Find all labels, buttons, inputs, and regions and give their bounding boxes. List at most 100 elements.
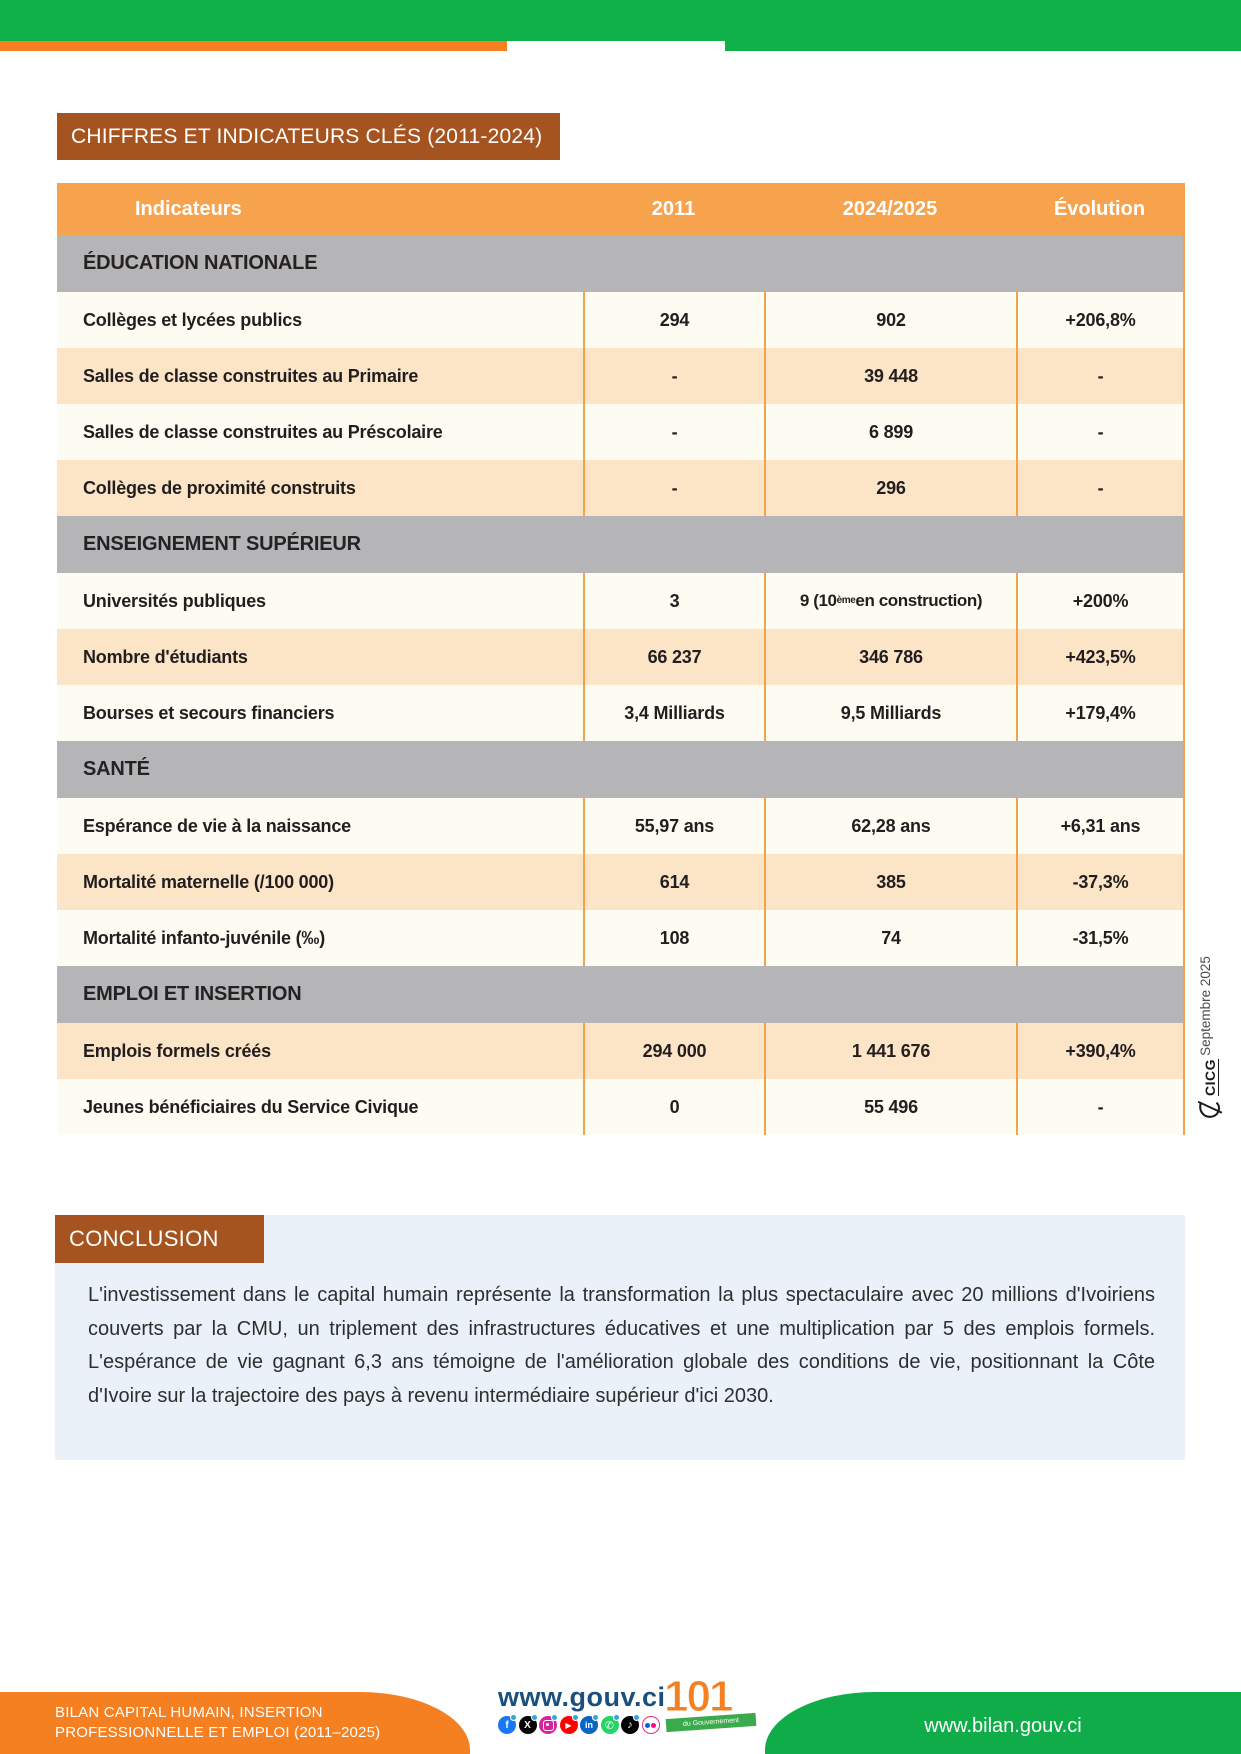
value-2011: 3 <box>583 573 764 629</box>
table-row: Collèges de proximité construits - 296 - <box>57 460 1183 516</box>
indicator-label: Bourses et secours financiers <box>83 702 335 723</box>
table-row: Jeunes bénéficiaires du Service Civique … <box>57 1079 1183 1135</box>
value-2024: 55 496 <box>764 1079 1016 1135</box>
footer-report-title: BILAN CAPITAL HUMAIN, INSERTION PROFESSI… <box>55 1703 380 1743</box>
cicg-elephant-icon <box>1197 1100 1223 1118</box>
indicator-label: Salles de classe construites au Préscola… <box>83 421 443 442</box>
section-row-enseignement-superieur: ENSEIGNEMENT SUPÉRIEUR <box>57 516 1183 573</box>
value-2011: 294 000 <box>583 1023 764 1079</box>
whatsapp-icon[interactable]: ✆ <box>600 1714 620 1734</box>
instagram-icon[interactable] <box>539 1714 558 1734</box>
section-row-sante: SANTÉ <box>57 741 1183 798</box>
value-2024-prefix: 9 (10 <box>799 591 837 610</box>
social-icons-row: f X ▶ in ✆ ♪ <box>498 1714 660 1734</box>
top-band-white-gap <box>507 41 725 51</box>
value-2024: 296 <box>764 460 1016 516</box>
table-row: Bourses et secours financiers 3,4 Millia… <box>57 685 1183 741</box>
table-row: Mortalité infanto-juvénile (‰) 108 74 -3… <box>57 910 1183 966</box>
table-row: Emplois formels créés 294 000 1 441 676 … <box>57 1023 1183 1079</box>
value-2024: 62,28 ans <box>764 798 1016 854</box>
indicator-label: Emplois formels créés <box>83 1040 271 1061</box>
conclusion-text: L'investissement dans le capital humain … <box>88 1284 1155 1407</box>
value-2011: 66 237 <box>583 629 764 685</box>
value-2024: 39 448 <box>764 348 1016 404</box>
value-2011: - <box>583 404 764 460</box>
edition-date: Septembre 2025 <box>1198 956 1213 1056</box>
value-2024: 346 786 <box>764 629 1016 685</box>
value-evolution: - <box>1016 404 1183 460</box>
col-header-indicateurs: Indicateurs <box>135 197 242 220</box>
bilan-gouv-ci-link[interactable]: www.bilan.gouv.ci <box>924 1714 1082 1737</box>
value-evolution: -37,3% <box>1016 854 1183 910</box>
value-evolution: -31,5% <box>1016 910 1183 966</box>
value-2011: - <box>583 348 764 404</box>
footer-report-title-shape: BILAN CAPITAL HUMAIN, INSERTION PROFESSI… <box>0 1692 470 1754</box>
value-2011: 0 <box>583 1079 764 1135</box>
conclusion-title: CONCLUSION <box>55 1215 264 1263</box>
indicator-label: Jeunes bénéficiaires du Service Civique <box>83 1096 419 1117</box>
indicator-label: Mortalité maternelle (/100 000) <box>83 871 334 892</box>
cicg-logo: CICG <box>1193 1059 1227 1121</box>
footer-report-title-line1: BILAN CAPITAL HUMAIN, INSERTION <box>55 1704 323 1721</box>
youtube-glyph: ▶ <box>565 1720 572 1730</box>
value-2024: 74 <box>764 910 1016 966</box>
footer-report-title-line2: PROFESSIONNELLE ET EMPLOI (2011–2025) <box>55 1724 381 1741</box>
section-row-education: ÉDUCATION NATIONALE <box>57 235 1183 292</box>
value-2024-suffix: en construction) <box>855 591 983 610</box>
value-2024: 9 (10 ème en construction) <box>764 573 1016 629</box>
value-2011: - <box>583 460 764 516</box>
logo-101: 101 <box>663 1672 733 1722</box>
value-2011: 614 <box>583 854 764 910</box>
instagram-glyph <box>542 1719 554 1731</box>
tiktok-glyph: ♪ <box>627 1719 633 1731</box>
value-evolution: +206,8% <box>1016 292 1183 348</box>
indicator-label: Espérance de vie à la naissance <box>83 815 351 836</box>
value-2024: 1 441 676 <box>764 1023 1016 1079</box>
col-header-2024-2025: 2024/2025 <box>842 197 938 220</box>
value-2011: 294 <box>583 292 764 348</box>
linkedin-icon[interactable]: in <box>580 1714 599 1734</box>
facebook-icon[interactable]: f <box>498 1714 517 1734</box>
col-header-evolution: Évolution <box>1053 197 1146 220</box>
table-row: Salles de classe construites au Préscola… <box>57 404 1183 460</box>
value-2011: 108 <box>583 910 764 966</box>
indicator-label: Universités publiques <box>83 590 266 611</box>
gouv-ci-link[interactable]: www.gouv.ci <box>498 1682 666 1712</box>
table-row: Nombre d'étudiants 66 237 346 786 +423,5… <box>57 629 1183 685</box>
value-evolution: +179,4% <box>1016 685 1183 741</box>
flickr-icon[interactable] <box>641 1716 660 1734</box>
value-evolution: - <box>1016 348 1183 404</box>
footer-bilan-shape: www.bilan.gouv.ci <box>765 1692 1241 1754</box>
value-evolution: - <box>1016 1079 1183 1135</box>
whatsapp-glyph: ✆ <box>604 1719 615 1732</box>
indicator-label: Collèges de proximité construits <box>83 477 356 498</box>
table-row: Collèges et lycées publics 294 902 +206,… <box>57 292 1183 348</box>
value-2024: 902 <box>764 292 1016 348</box>
indicator-label: Salles de classe construites au Primaire <box>83 365 419 386</box>
table-row: Espérance de vie à la naissance 55,97 an… <box>57 798 1183 854</box>
value-2011: 3,4 Milliards <box>583 685 764 741</box>
value-2024: 9,5 Milliards <box>764 685 1016 741</box>
value-evolution: - <box>1016 460 1183 516</box>
value-2024: 6 899 <box>764 404 1016 460</box>
indicator-label: Collèges et lycées publics <box>83 309 302 330</box>
value-2011: 55,97 ans <box>583 798 764 854</box>
table-row: Mortalité maternelle (/100 000) 614 385 … <box>57 854 1183 910</box>
conclusion-panel: CONCLUSION L'investissement dans le capi… <box>55 1215 1185 1460</box>
value-evolution: +390,4% <box>1016 1023 1183 1079</box>
x-twitter-icon[interactable]: X <box>518 1714 538 1734</box>
indicators-table: Indicateurs 2011 2024/2025 Évolution ÉDU… <box>57 183 1185 1135</box>
table-row: Salles de classe construites au Primaire… <box>57 348 1183 404</box>
col-header-2011: 2011 <box>651 197 696 220</box>
value-evolution: +423,5% <box>1016 629 1183 685</box>
youtube-icon[interactable]: ▶ <box>559 1714 579 1734</box>
table-header-row: Indicateurs 2011 2024/2025 Évolution <box>57 183 1183 235</box>
flickr-blue-dot <box>645 1722 650 1728</box>
flickr-pink-dot <box>651 1722 656 1728</box>
indicator-label: Mortalité infanto-juvénile (‰) <box>83 927 326 948</box>
tiktok-icon[interactable]: ♪ <box>621 1714 640 1734</box>
value-2024: 385 <box>764 854 1016 910</box>
value-evolution: +6,31 ans <box>1016 798 1183 854</box>
linkedin-glyph: in <box>585 1720 593 1730</box>
